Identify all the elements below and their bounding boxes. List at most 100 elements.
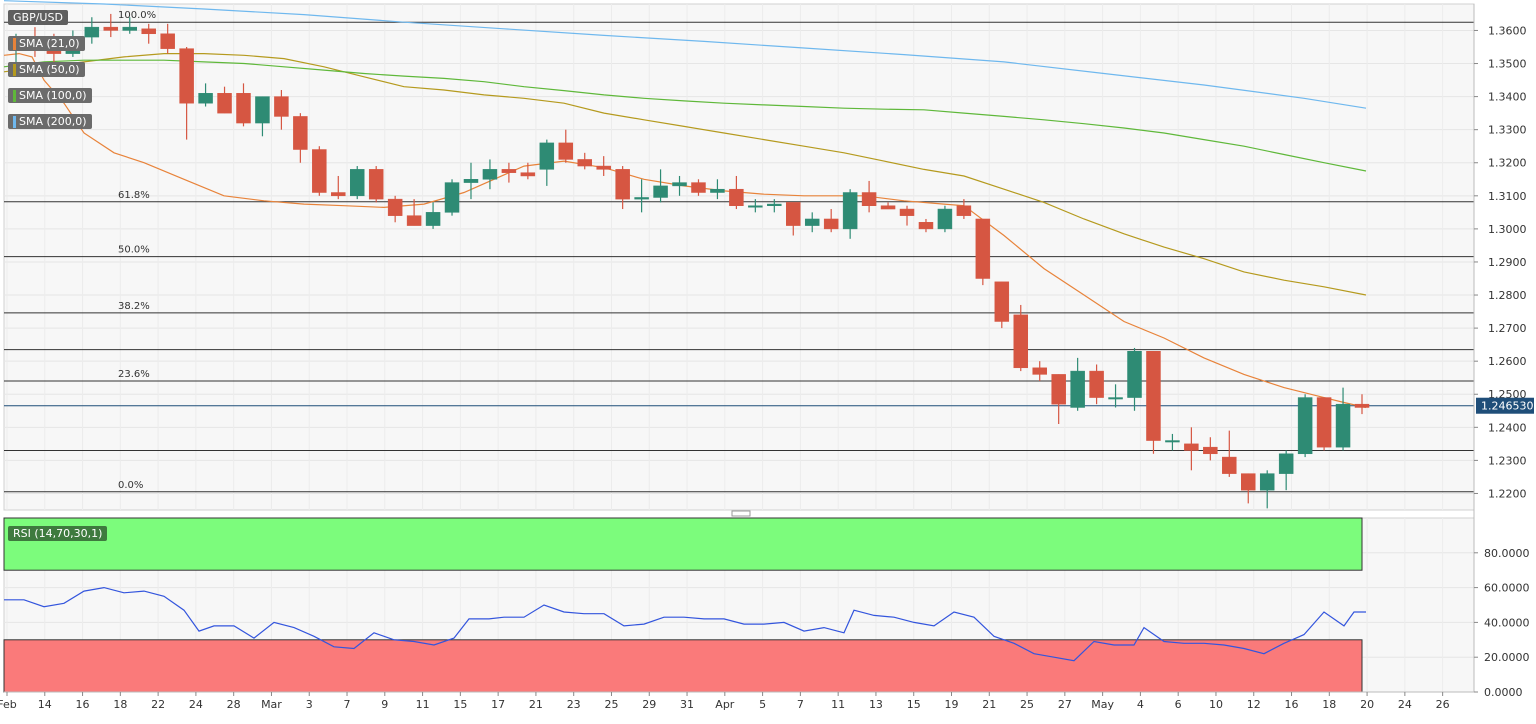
candle-body — [975, 218, 991, 279]
sma-line — [3, 59, 1367, 172]
sma-50-label[interactable]: SMA (50,0) — [8, 62, 85, 77]
time-tick-label: 25 — [604, 698, 618, 711]
time-tick-label: 13 — [869, 698, 883, 711]
candle — [672, 175, 687, 196]
price-tick-label: 1.2600 — [1488, 355, 1527, 368]
time-tick-label: 22 — [151, 698, 165, 711]
candle — [653, 169, 668, 203]
candle-body — [786, 202, 801, 226]
candle-body — [103, 26, 119, 31]
sma-21-swatch — [13, 38, 16, 50]
rsi-overbought-band — [3, 517, 1363, 571]
candle — [1241, 473, 1256, 504]
candle-body — [804, 218, 820, 226]
time-tick-label: 29 — [642, 698, 656, 711]
time-tick-label: 11 — [416, 698, 430, 711]
candle-body — [425, 212, 441, 226]
candle-body — [558, 142, 574, 160]
candle — [615, 166, 630, 210]
time-tick-label: 5 — [759, 698, 766, 711]
price-tick-label: 1.2800 — [1488, 289, 1527, 302]
candle — [406, 199, 422, 226]
candles — [8, 13, 1370, 509]
candle — [141, 23, 156, 44]
price-tick-label: 1.2700 — [1488, 322, 1527, 335]
fib-level-label: 23.6% — [118, 369, 150, 380]
candle — [539, 139, 555, 186]
candle-body — [1278, 453, 1294, 474]
candle — [1297, 394, 1313, 458]
candle — [1222, 430, 1237, 477]
candle — [767, 199, 782, 213]
candle — [84, 17, 100, 44]
candle-body — [349, 169, 365, 197]
candle — [1013, 304, 1029, 372]
rsi-label[interactable]: RSI (14,70,30,1) — [8, 526, 108, 541]
candle — [217, 86, 232, 114]
candle — [804, 212, 820, 233]
pane-resize-handle[interactable] — [731, 510, 751, 517]
candle-body — [1297, 397, 1313, 455]
candle-body — [236, 93, 251, 124]
time-tick-label: 16 — [76, 698, 90, 711]
candle-body — [577, 159, 592, 167]
sma-200-swatch — [13, 116, 16, 128]
candle-body — [406, 215, 422, 226]
candle — [842, 189, 858, 239]
time-tick-label: 28 — [227, 698, 241, 711]
price-tick-label: 1.2200 — [1488, 487, 1527, 500]
price-tick-label: 1.3300 — [1488, 124, 1527, 137]
time-tick-label: 7 — [797, 698, 804, 711]
candle — [293, 113, 308, 163]
candle — [1354, 394, 1370, 415]
time-tick-label: 25 — [1020, 698, 1034, 711]
sma-lines — [3, 0, 1367, 409]
time-tick-label: 15 — [907, 698, 921, 711]
current-price-text: 1.246530 — [1481, 400, 1534, 413]
time-tick-label: May — [1091, 698, 1114, 711]
candle — [236, 83, 251, 127]
candle-body — [1259, 473, 1275, 491]
candle-body — [520, 172, 536, 177]
candle-body — [1165, 440, 1180, 443]
candle — [918, 218, 934, 233]
candle-body — [274, 96, 289, 117]
sma-100-label[interactable]: SMA (100,0) — [8, 88, 92, 103]
candle-body — [1070, 370, 1085, 408]
time-tick-label: 4 — [1137, 698, 1144, 711]
candle-body — [501, 169, 517, 173]
time-tick-label: Apr — [715, 698, 735, 711]
candle — [1165, 433, 1180, 451]
candle-body — [1354, 403, 1370, 408]
candle — [577, 152, 592, 170]
sma-200-label[interactable]: SMA (200,0) — [8, 114, 92, 129]
candle-body — [710, 188, 725, 193]
candle — [331, 175, 346, 200]
candle — [1070, 357, 1085, 411]
candle-body — [861, 192, 877, 206]
candle — [1259, 470, 1275, 509]
rsi-tick-label: 40.0000 — [1484, 616, 1530, 629]
candle — [1316, 397, 1332, 451]
time-tick-label: 3 — [306, 698, 313, 711]
candle-body — [691, 182, 706, 193]
time-tick-label: 15 — [453, 698, 467, 711]
candle-body — [672, 182, 687, 187]
time-tick-label: 18 — [1322, 698, 1336, 711]
fib-level-label: 50.0% — [118, 245, 150, 256]
time-tick-label: Feb — [0, 698, 17, 711]
sma-line — [3, 52, 1367, 409]
sma-21-label[interactable]: SMA (21,0) — [8, 36, 85, 51]
candle-body — [729, 188, 744, 206]
candle — [160, 23, 175, 54]
candle — [558, 129, 574, 163]
time-tick-label: 24 — [189, 698, 203, 711]
candle-body — [653, 185, 668, 198]
price-tick-label: 1.3000 — [1488, 223, 1527, 236]
candle-body — [1203, 446, 1218, 455]
candle — [482, 159, 498, 190]
candle-body — [198, 93, 213, 104]
candle — [463, 162, 479, 200]
time-tick-label: 27 — [1058, 698, 1072, 711]
time-tick-label: 19 — [945, 698, 959, 711]
